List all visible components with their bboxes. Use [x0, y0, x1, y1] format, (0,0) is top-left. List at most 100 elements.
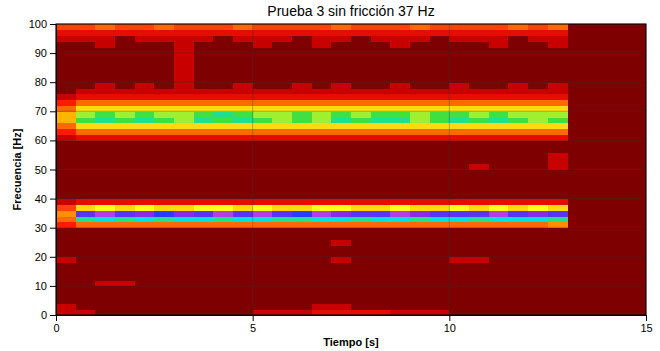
heatmap-cell [233, 146, 253, 152]
heatmap-cell [233, 129, 253, 135]
heatmap-cell [253, 170, 273, 176]
heatmap-cell [489, 199, 509, 205]
heatmap-cell [548, 152, 568, 158]
heatmap-cell [331, 59, 351, 65]
heatmap-cell [135, 36, 155, 42]
heatmap-cell [213, 146, 233, 152]
heatmap-cell [174, 170, 194, 176]
heatmap-cell [449, 123, 469, 129]
heatmap-cell [528, 53, 548, 59]
heatmap-cell [430, 152, 450, 158]
heatmap-cell [489, 71, 509, 77]
heatmap-cell [253, 210, 273, 216]
heatmap-cell [351, 257, 371, 263]
heatmap-cell [194, 123, 214, 129]
heatmap-cell [154, 152, 174, 158]
heatmap-cell [331, 187, 351, 193]
heatmap-cell [213, 303, 233, 309]
heatmap-cell [272, 263, 292, 269]
heatmap-cell [174, 309, 194, 315]
heatmap-cell [469, 274, 489, 280]
grid-line [56, 140, 646, 141]
heatmap-cell [154, 286, 174, 292]
heatmap-cell [174, 158, 194, 164]
heatmap-cell [371, 117, 391, 123]
heatmap-cell [331, 286, 351, 292]
heatmap-cell [548, 210, 568, 216]
heatmap-cell [312, 24, 332, 30]
tick-label: 20 [35, 251, 47, 263]
heatmap-cell [430, 59, 450, 65]
heatmap-cell [430, 170, 450, 176]
heatmap-cell [469, 175, 489, 181]
heatmap-cell [449, 263, 469, 269]
heatmap-cell [115, 245, 135, 251]
heatmap-cell [410, 187, 430, 193]
heatmap-cell [449, 82, 469, 88]
heatmap-cell [194, 30, 214, 36]
heatmap-cell [115, 129, 135, 135]
heatmap-cell [272, 204, 292, 210]
heatmap-cell [410, 234, 430, 240]
heatmap-cell [371, 65, 391, 71]
heatmap-cell [528, 82, 548, 88]
heatmap-cell [135, 216, 155, 222]
grid-line [56, 285, 646, 286]
heatmap-cell [390, 53, 410, 59]
heatmap-cell [194, 199, 214, 205]
heatmap-cell [135, 187, 155, 193]
heatmap-cell [95, 268, 115, 274]
heatmap-cell [548, 65, 568, 71]
heatmap-cell [469, 94, 489, 100]
heatmap-cell [528, 204, 548, 210]
heatmap-cell [213, 181, 233, 187]
heatmap-cell [449, 309, 469, 315]
heatmap-cell [312, 187, 332, 193]
heatmap-cell [489, 210, 509, 216]
heatmap-cell [351, 30, 371, 36]
heatmap-cell [213, 129, 233, 135]
heatmap-cell [194, 94, 214, 100]
heatmap-cell [331, 181, 351, 187]
heatmap-cell [233, 245, 253, 251]
heatmap-cell [115, 71, 135, 77]
heatmap-cell [390, 263, 410, 269]
heatmap-cell [528, 117, 548, 123]
heatmap-cell [489, 303, 509, 309]
heatmap-cell [154, 24, 174, 30]
heatmap-cell [95, 309, 115, 315]
heatmap-cell [351, 286, 371, 292]
heatmap-cell [115, 257, 135, 263]
heatmap-cell [95, 263, 115, 269]
heatmap-cell [95, 245, 115, 251]
heatmap-cell [489, 216, 509, 222]
heatmap-cell [449, 239, 469, 245]
heatmap-cell [351, 239, 371, 245]
heatmap-cell [95, 286, 115, 292]
heatmap-cell [194, 187, 214, 193]
heatmap-cell [331, 30, 351, 36]
heatmap-cell [154, 257, 174, 263]
heatmap-cell [312, 146, 332, 152]
heatmap-cell [76, 239, 96, 245]
heatmap-cell [449, 30, 469, 36]
heatmap-cell [312, 117, 332, 123]
heatmap-cell [489, 36, 509, 42]
heatmap-cell [154, 239, 174, 245]
heatmap-cell [253, 36, 273, 42]
heatmap-cell [174, 175, 194, 181]
heatmap-cell [548, 94, 568, 100]
heatmap-cell [253, 53, 273, 59]
heatmap-cell [371, 111, 391, 117]
heatmap-cell [194, 140, 214, 146]
heatmap-cell [312, 292, 332, 298]
heatmap-cell [489, 140, 509, 146]
tick-mark [50, 228, 56, 229]
heatmap-cell [371, 152, 391, 158]
heatmap-cell [489, 187, 509, 193]
heatmap-cell [371, 88, 391, 94]
heatmap-cell [449, 129, 469, 135]
heatmap-cell [508, 175, 528, 181]
heatmap-cell [548, 82, 568, 88]
heatmap-cell [292, 152, 312, 158]
